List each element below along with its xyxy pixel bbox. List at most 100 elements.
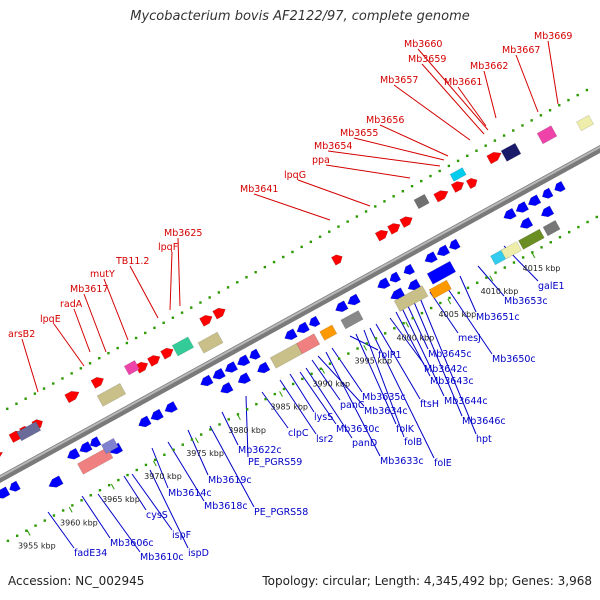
track-dot (318, 235, 322, 238)
gene-label-reverse-hpt: hpt (476, 434, 492, 445)
track-dot (80, 499, 83, 502)
feature-box-shape (340, 310, 364, 330)
reverse-gene-shape (237, 354, 251, 367)
reverse-gene (335, 300, 349, 313)
forward-gene-shape (160, 347, 174, 360)
feature-box (393, 285, 429, 312)
feature-box-shape (197, 331, 224, 354)
gene-label-reverse-callout (401, 307, 445, 397)
track-dot (163, 453, 166, 456)
track-dot (107, 483, 111, 487)
gene-label-forward-Mb3662: Mb3662 (470, 61, 508, 72)
gene-label-reverse-Mb3610c: Mb3610c (140, 552, 184, 563)
forward-gene (374, 229, 389, 242)
track-dot (411, 316, 414, 320)
gene-label-reverse-callout (97, 493, 141, 553)
gene-label-forward-callout (379, 124, 449, 157)
forward-gene-shape (147, 355, 161, 367)
genome-backbone (0, 145, 600, 483)
track-dot (448, 296, 451, 300)
track-dot (475, 149, 478, 152)
gene-label-reverse-Mb3645c: Mb3645c (428, 349, 472, 360)
gene-label-reverse-panD: panD (352, 438, 377, 449)
reverse-gene-shape (296, 321, 310, 334)
gene-label-forward-callout (421, 63, 485, 135)
gene-label-forward-callout (73, 308, 91, 353)
feature-box-shape (500, 241, 522, 260)
track-dot (61, 377, 64, 380)
gene-label-forward-radA: radA (60, 299, 83, 310)
gene-label-forward-Mb3659: Mb3659 (408, 54, 446, 65)
gene-label-reverse-callout (349, 335, 379, 351)
feature-box (428, 279, 452, 299)
gene-label-reverse-Mb3646c: Mb3646c (462, 416, 506, 427)
track-dot (484, 144, 487, 147)
gene-label-reverse-callout (407, 305, 429, 350)
gene-label-reverse-callout (131, 473, 173, 531)
reverse-gene (48, 475, 64, 488)
feature-box-shape (77, 447, 114, 475)
track-dot (410, 184, 414, 188)
track-dot (208, 296, 211, 299)
feature-box-shape (576, 114, 594, 132)
track-dot (15, 402, 18, 405)
track-dot (217, 291, 221, 294)
reverse-gene-shape (249, 348, 261, 360)
reverse-gene-shape (541, 187, 554, 199)
track-dot (218, 423, 221, 426)
track-dot (126, 473, 129, 477)
track-dot (264, 397, 267, 401)
tick-label: 4005 kbp (439, 310, 477, 319)
track-dot (33, 392, 37, 395)
feature-box (171, 336, 195, 357)
reverse-gene (220, 381, 234, 394)
tick-mark (405, 321, 410, 328)
track-dot (43, 519, 46, 522)
reverse-gene (503, 207, 517, 220)
reverse-gene (164, 401, 178, 413)
track-dot (24, 397, 27, 400)
track-dot (79, 367, 83, 370)
forward-gene (450, 181, 465, 193)
track-dot (52, 382, 55, 385)
gene-label-reverse-mesJ: mesJ (458, 333, 481, 344)
inner-dotted-track (6, 215, 598, 543)
feature-box-shape (123, 360, 140, 376)
track-dot (328, 230, 331, 233)
gene-label-reverse-Mb3642c: Mb3642c (424, 364, 468, 375)
gene-label-reverse-Mb3653c: Mb3653c (504, 296, 548, 307)
reverse-gene-shape (519, 217, 534, 229)
gene-label-reverse-callout (413, 301, 463, 417)
track-dot (420, 311, 424, 315)
tick-label: 3955 kbp (18, 541, 56, 550)
track-dot (98, 357, 101, 360)
track-dot (503, 266, 506, 269)
gene-label-reverse-Mb3614c: Mb3614c (168, 488, 212, 499)
track-dot (301, 377, 304, 381)
forward-gene-shape (399, 216, 413, 229)
tick-mark (489, 275, 494, 282)
gene-label-forward-Mb3669: Mb3669 (534, 31, 572, 42)
gene-label-reverse-clpC: clpC (288, 428, 309, 439)
feature-box-shape (393, 285, 429, 312)
reverse-gene (377, 277, 391, 289)
feature-box (449, 167, 467, 182)
track-dot (365, 342, 368, 345)
gene-label-reverse-lysS: lysS (314, 412, 333, 423)
feature-box (426, 260, 457, 285)
gene-label-reverse-callout (419, 297, 477, 435)
forward-gene (465, 177, 478, 190)
track-dot (456, 159, 460, 163)
reverse-gene (237, 372, 252, 384)
reverse-gene-shape (237, 372, 252, 384)
gene-label-forward-arsB2: arsB2 (8, 329, 35, 340)
track-dot (558, 104, 561, 107)
reverse-gene-shape (403, 263, 416, 275)
track-dot (493, 139, 497, 142)
reverse-gene-shape (407, 278, 422, 291)
feature-box (542, 220, 561, 237)
reverse-gene-shape (0, 486, 11, 499)
reverse-gene (407, 278, 422, 291)
track-dot (255, 402, 258, 406)
